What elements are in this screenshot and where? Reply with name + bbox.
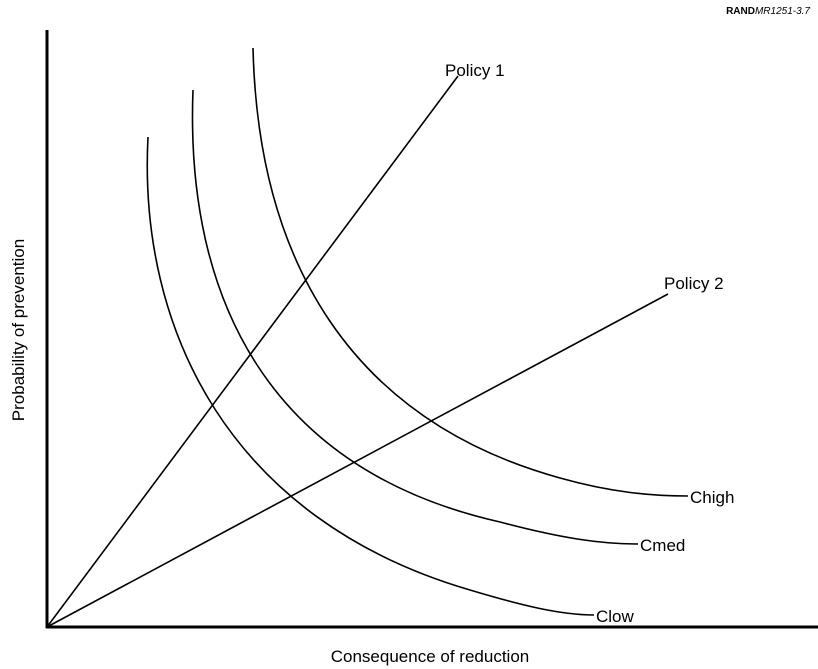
curve-label: Clow: [596, 607, 635, 626]
cost-curve: [252, 47, 689, 497]
cost-curve: [146, 136, 595, 616]
policy-label: Policy 1: [445, 61, 505, 80]
policy-line: [46, 293, 669, 628]
source-id: RANDMR1251-3.7: [726, 6, 810, 17]
curve-label: Cmed: [640, 536, 685, 555]
x-axis-label: Consequence of reduction: [331, 647, 529, 666]
y-axis-label: Probability of prevention: [9, 239, 28, 421]
policy-label: Policy 2: [664, 274, 724, 293]
source-prefix: RAND: [726, 6, 755, 17]
curve-label: Chigh: [690, 488, 734, 507]
policy-line: [46, 75, 459, 628]
source-number: MR1251-3.7: [755, 6, 810, 17]
cost-curve: [191, 89, 639, 545]
